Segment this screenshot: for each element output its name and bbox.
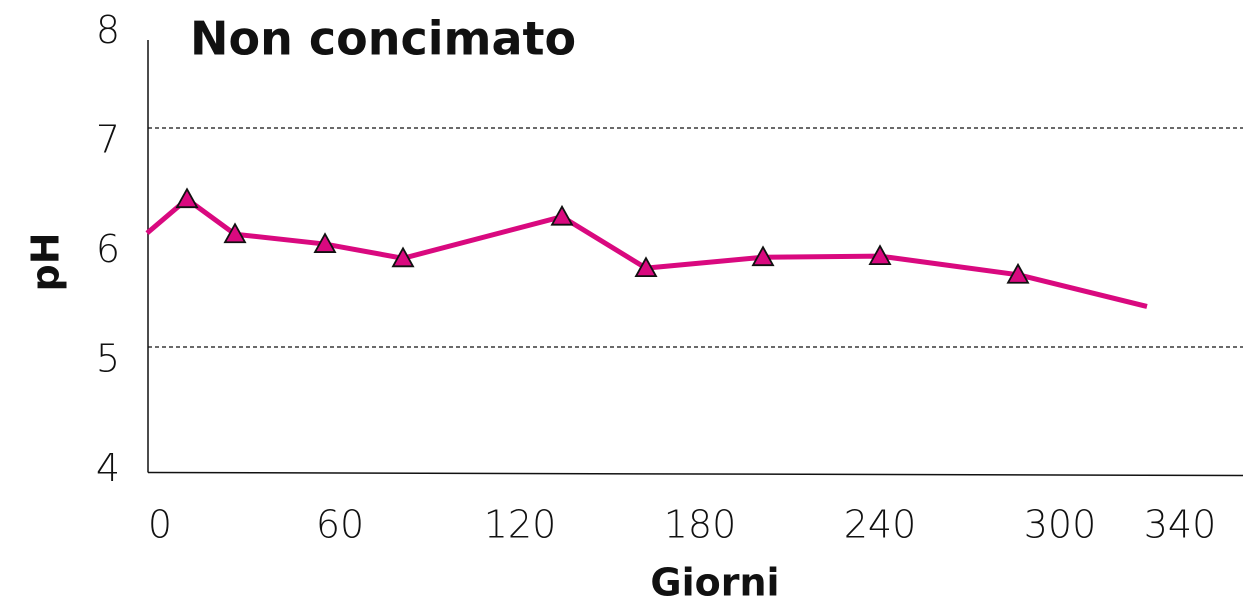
marker (634, 256, 658, 278)
marker (391, 246, 415, 268)
marker (175, 187, 199, 209)
x-tick-label: 120 (484, 503, 557, 547)
marker (751, 245, 775, 267)
x-tick-label: 300 (1024, 503, 1097, 547)
line (145, 196, 1148, 309)
x-tick-label: 340 (1144, 503, 1217, 547)
marker (313, 232, 337, 253)
y-tick-label: 4 (96, 446, 120, 490)
y-tick-label: 5 (96, 337, 120, 381)
x-tick-label: 0 (148, 503, 172, 547)
marker (550, 204, 574, 226)
marker (223, 222, 247, 244)
x-axis (147, 471, 1244, 477)
x-axis-label: Giorni (650, 561, 779, 605)
marker (868, 244, 892, 266)
marker (1006, 262, 1030, 284)
x-tick-label: 60 (316, 503, 364, 547)
y-tick-label: 6 (96, 227, 120, 271)
chart-title: Non concimato (190, 12, 576, 66)
x-tick-label: 240 (844, 503, 917, 547)
y-axis-label: pH (24, 232, 68, 291)
y-tick-label: 8 (96, 8, 120, 52)
x-tick-label: 180 (664, 503, 737, 547)
y-tick-label: 7 (96, 118, 120, 162)
